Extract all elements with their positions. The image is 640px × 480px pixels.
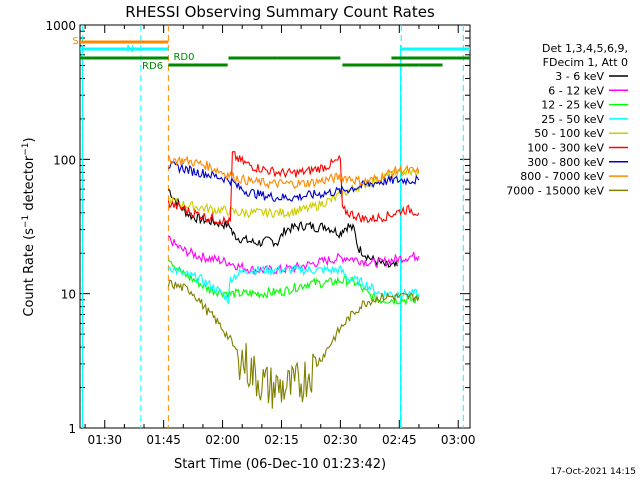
observing-flag-markers: S N RD0 RD6 <box>72 25 470 428</box>
legend-header-2: FDecim 1, Att 0 <box>543 56 628 69</box>
series-line <box>168 161 420 202</box>
legend-entry-label: 12 - 25 keV <box>541 99 604 112</box>
legend-entry-label: 800 - 7000 keV <box>520 170 604 183</box>
legend-entry-label: 3 - 6 keV <box>555 70 604 83</box>
x-tick-label: 02:45 <box>382 433 417 447</box>
y-axis-label-end: ) <box>22 137 37 142</box>
y-tick-label: 1000 <box>45 19 76 33</box>
legend-entry-label: 25 - 50 keV <box>541 113 604 126</box>
legend-entry-label: 100 - 300 keV <box>527 142 604 155</box>
legend-entry-label: 50 - 100 keV <box>534 127 604 140</box>
rd0-flag-label: RD0 <box>173 52 194 63</box>
x-tick-label: 02:15 <box>264 433 299 447</box>
x-tick-label: 02:30 <box>323 433 358 447</box>
count-rate-series <box>167 150 420 409</box>
generation-timestamp: 17-Oct-2021 14:15 <box>551 467 636 477</box>
x-tick-label: 01:45 <box>146 433 181 447</box>
x-tick-label: 02:00 <box>205 433 240 447</box>
rd6-flag-label: RD6 <box>142 61 163 72</box>
chart-title: RHESSI Observing Summary Count Rates <box>125 3 435 21</box>
series-line <box>167 154 420 190</box>
night-flag-label: N <box>126 44 133 55</box>
y-tick-label: 100 <box>53 153 76 167</box>
legend-header-1: Det 1,3,4,5,6,9, <box>542 42 628 55</box>
y-axis-label-main: Count Rate (s <box>22 228 37 317</box>
y-axis-label-sup2: −1 <box>21 142 31 155</box>
y-axis-label-sup1: −1 <box>21 215 31 228</box>
y-axis-label-mid: detector <box>22 155 37 215</box>
legend-entry-label: 6 - 12 keV <box>548 84 604 97</box>
legend-entry-label: 7000 - 15000 keV <box>506 184 604 197</box>
x-tick-label: 03:00 <box>441 433 476 447</box>
y-tick-label: 1 <box>68 422 76 436</box>
saa-flag-label: S <box>72 36 78 47</box>
legend: Det 1,3,4,5,6,9, FDecim 1, Att 0 3 - 6 k… <box>506 42 628 197</box>
y-axis-label: Count Rate (s−1 detector−1) <box>21 137 37 316</box>
legend-entry-label: 300 - 800 keV <box>527 156 604 169</box>
tick-labels: 01:30 01:45 02:00 02:15 02:30 02:45 03:00 1 10 10… <box>45 19 475 447</box>
x-tick-label: 01:30 <box>87 433 122 447</box>
series-line <box>168 264 420 305</box>
series-line <box>167 279 420 409</box>
plot-frame <box>79 24 471 429</box>
series-line <box>167 150 420 227</box>
axis-ticks <box>80 24 470 429</box>
x-axis-label: Start Time (06-Dec-10 01:23:42) <box>174 457 386 472</box>
y-tick-label: 10 <box>61 288 76 302</box>
